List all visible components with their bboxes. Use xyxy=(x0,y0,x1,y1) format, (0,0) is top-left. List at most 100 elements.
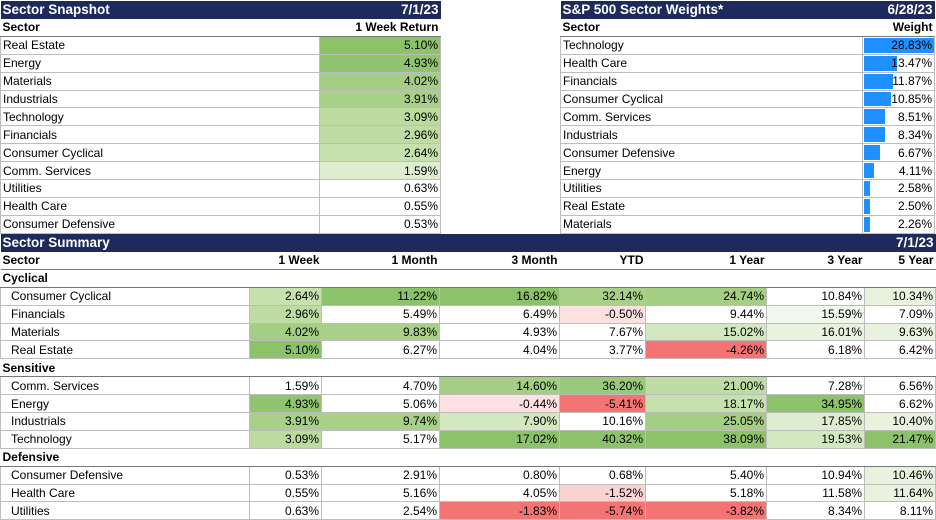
summary-value: 8.11% xyxy=(864,501,936,520)
weight-value: 2.58% xyxy=(897,181,932,196)
summary-value: 6.56% xyxy=(864,376,936,396)
summary-value: 7.28% xyxy=(765,376,866,396)
weights-row: Industrials 8.34% xyxy=(560,125,935,145)
summary-value: 8.34% xyxy=(765,501,866,520)
weight-bar xyxy=(864,145,881,161)
sector-weights-panel: S&P 500 Sector Weights* 6/28/23 Sector W… xyxy=(560,1,935,234)
weight-bar xyxy=(864,127,885,143)
summary-value: 5.16% xyxy=(321,483,440,503)
weight-value: 10.85% xyxy=(891,92,932,106)
summary-sector: Comm. Services xyxy=(0,376,250,396)
summary-value: 2.64% xyxy=(249,286,322,306)
summary-value: 2.96% xyxy=(249,304,322,324)
summary-value: 38.09% xyxy=(645,429,767,449)
weights-cell: 28.83% xyxy=(862,35,935,55)
summary-value: 17.85% xyxy=(765,412,866,431)
summary-value: 10.16% xyxy=(559,412,646,431)
summary-value: -4.26% xyxy=(645,340,767,360)
summary-value: 0.53% xyxy=(249,465,322,485)
summary-sector: Consumer Cyclical xyxy=(0,286,250,306)
summary-col-header: YTD xyxy=(559,252,646,270)
snapshot-row: Technology 3.09% xyxy=(0,107,441,127)
snapshot-return: 0.63% xyxy=(319,179,441,198)
summary-value: 6.18% xyxy=(765,340,866,360)
weights-row: Materials 2.26% xyxy=(560,214,935,234)
snapshot-return: 5.10% xyxy=(319,35,441,55)
summary-col-header: 1 Week xyxy=(249,252,322,270)
summary-value: -5.74% xyxy=(559,501,646,520)
sector-snapshot-table: Sector Snapshot 7/1/23 Sector 1 Week Ret… xyxy=(0,1,441,234)
summary-value: 4.05% xyxy=(439,483,560,503)
snapshot-return: 0.55% xyxy=(319,196,441,216)
weights-row: Consumer Cyclical 10.85% xyxy=(560,89,935,109)
weights-row: Health Care 13.47% xyxy=(560,53,935,73)
weight-value: 4.11% xyxy=(898,163,932,178)
summary-row: Health Care 0.55% 5.16% 4.05% -1.52% 5.18% 11.… xyxy=(0,483,936,503)
summary-value: 11.58% xyxy=(765,483,866,503)
snapshot-row: Consumer Defensive 0.53% xyxy=(0,214,441,234)
weights-row: Comm. Services 8.51% xyxy=(560,107,935,127)
summary-value: 5.49% xyxy=(321,304,440,324)
summary-value: -1.83% xyxy=(439,501,560,520)
summary-value: 4.93% xyxy=(249,394,322,414)
snapshot-row: Industrials 3.91% xyxy=(0,89,441,109)
summary-row: Financials 2.96% 5.49% 6.49% -0.50% 9.44% 15.5… xyxy=(0,304,936,324)
summary-value: 5.17% xyxy=(321,429,440,449)
weights-date: 6/28/23 xyxy=(862,1,935,19)
weights-title: S&P 500 Sector Weights* xyxy=(560,1,863,19)
weights-cell: 2.58% xyxy=(862,179,935,198)
summary-value: 0.68% xyxy=(559,465,646,485)
snapshot-row: Materials 4.02% xyxy=(0,71,441,91)
summary-title-row: Sector Summary 7/1/23 xyxy=(0,234,936,252)
summary-value: -3.82% xyxy=(645,501,767,520)
summary-value: 4.02% xyxy=(249,322,322,342)
summary-row: Consumer Defensive 0.53% 2.91% 0.80% 0.68% 5.… xyxy=(0,465,936,485)
summary-value: 24.74% xyxy=(645,286,767,306)
summary-value: 15.59% xyxy=(765,304,866,324)
summary-row: Industrials 3.91% 9.74% 7.90% 10.16% 25.05% 17… xyxy=(0,412,936,431)
summary-value: 0.80% xyxy=(439,465,560,485)
weights-row: Financials 11.87% xyxy=(560,71,935,91)
summary-row: Utilities 0.63% 2.54% -1.83% -5.74% -3.82% 8.3… xyxy=(0,501,936,520)
summary-sector: Health Care xyxy=(0,483,250,503)
summary-value: 9.63% xyxy=(864,322,936,342)
weight-bar xyxy=(864,181,871,196)
weight-bar xyxy=(864,163,875,179)
summary-value: 9.74% xyxy=(321,412,440,431)
snapshot-sector: Industrials xyxy=(0,89,320,109)
summary-value: 9.44% xyxy=(645,304,767,324)
snapshot-row: Utilities 0.63% xyxy=(0,179,441,198)
summary-value: 14.60% xyxy=(439,376,560,396)
summary-row: Technology 3.09% 5.17% 17.02% 40.32% 38.09% 19… xyxy=(0,429,936,449)
summary-group-row: Cyclical xyxy=(0,269,936,288)
weights-cell: 2.26% xyxy=(862,214,935,234)
summary-value: -5.41% xyxy=(559,394,646,414)
summary-group-name: Cyclical xyxy=(0,269,936,288)
weight-bar xyxy=(864,73,894,89)
summary-value: 2.91% xyxy=(321,465,440,485)
snapshot-row: Consumer Cyclical 2.64% xyxy=(0,143,441,163)
summary-value: 7.09% xyxy=(864,304,936,324)
summary-sector: Materials xyxy=(0,322,250,342)
summary-value: 2.54% xyxy=(321,501,440,520)
weights-cell: 13.47% xyxy=(862,53,935,73)
summary-value: 7.90% xyxy=(439,412,560,431)
summary-value: 5.40% xyxy=(645,465,767,485)
snapshot-return: 1.59% xyxy=(319,161,441,181)
snapshot-row: Financials 2.96% xyxy=(0,125,441,145)
summary-col-header: 3 Year xyxy=(766,252,865,270)
summary-sector: Energy xyxy=(0,394,250,414)
summary-group-name: Sensitive xyxy=(0,358,936,378)
summary-value: 5.06% xyxy=(321,394,440,414)
weight-value: 8.34% xyxy=(897,127,932,142)
sector-weights-table: S&P 500 Sector Weights* 6/28/23 Sector W… xyxy=(560,1,935,234)
snapshot-sector: Materials xyxy=(0,71,320,91)
summary-sector: Financials xyxy=(0,304,250,324)
snapshot-sector: Consumer Cyclical xyxy=(0,143,320,163)
summary-value: 34.95% xyxy=(765,394,866,414)
weights-sector: Technology xyxy=(560,35,863,55)
weight-value: 13.47% xyxy=(891,56,932,71)
snapshot-sector: Energy xyxy=(0,53,320,73)
summary-col-header: 5 Year xyxy=(864,252,936,270)
weight-bar xyxy=(864,109,885,125)
